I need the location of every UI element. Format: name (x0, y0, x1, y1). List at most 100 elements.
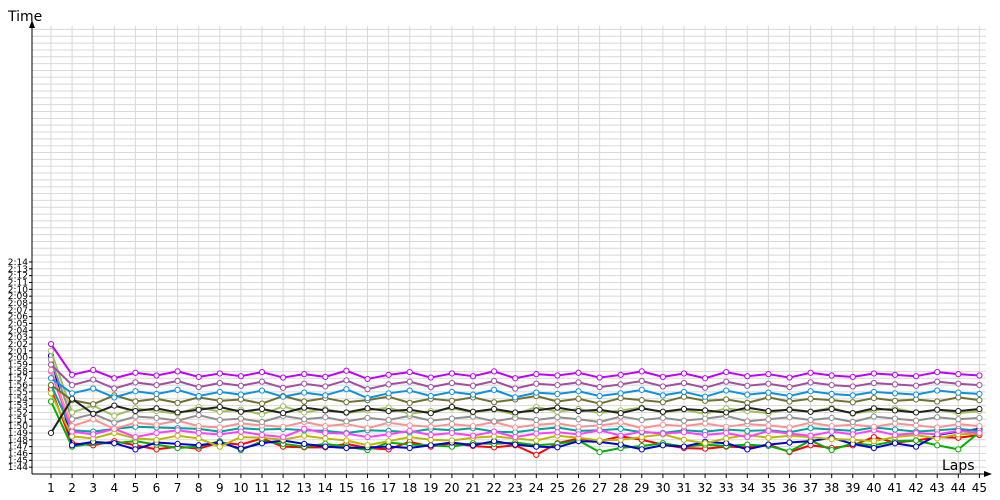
data-point (849, 373, 856, 380)
data-point (807, 388, 814, 395)
data-point (174, 368, 181, 375)
data-point (385, 390, 392, 397)
data-point (870, 394, 878, 402)
x-tick-label: 20 (444, 481, 459, 495)
data-point (69, 381, 76, 389)
data-point (891, 390, 899, 397)
data-point (258, 411, 266, 418)
data-point (237, 391, 244, 398)
data-point (237, 382, 244, 389)
data-point (702, 384, 709, 391)
data-point (744, 446, 751, 453)
data-point (90, 416, 97, 423)
data-point (702, 375, 709, 382)
y-axis-title: Time (7, 9, 42, 25)
x-tick-label: 13 (297, 481, 312, 495)
data-point (280, 423, 287, 430)
data-point (638, 377, 645, 385)
data-point (533, 416, 540, 424)
data-point (659, 392, 667, 399)
x-tick-label: 5 (132, 481, 140, 495)
data-point (153, 421, 160, 428)
x-tick-label: 30 (655, 481, 670, 495)
x-tick-label: 9 (216, 481, 224, 495)
data-point (680, 405, 688, 413)
data-point (90, 431, 97, 438)
data-point (364, 414, 371, 422)
data-point (280, 433, 287, 441)
y-tick-label: 2:12 (8, 272, 28, 282)
data-point (132, 379, 139, 386)
data-point (891, 407, 899, 414)
data-point (807, 416, 814, 424)
data-point (828, 381, 835, 389)
data-point (448, 420, 455, 428)
data-point (385, 407, 392, 415)
data-point (807, 369, 814, 376)
data-point (828, 372, 835, 379)
data-point (237, 433, 244, 441)
data-point (723, 368, 730, 376)
data-point (90, 376, 97, 383)
data-point (469, 408, 477, 415)
data-point (216, 416, 223, 424)
data-point (976, 423, 983, 430)
data-point (195, 406, 202, 413)
data-point (343, 367, 350, 374)
data-point (554, 444, 561, 451)
data-point (976, 390, 983, 398)
data-point (406, 422, 413, 429)
x-tick-label: 27 (592, 481, 607, 495)
data-point (322, 414, 329, 421)
x-tick-label: 18 (402, 481, 417, 495)
data-point (723, 396, 730, 403)
data-point (301, 440, 308, 448)
data-point (934, 406, 941, 413)
data-point (258, 400, 266, 407)
x-tick-label: 15 (339, 481, 354, 495)
data-point (427, 423, 434, 430)
data-point (343, 444, 350, 452)
data-point (195, 442, 202, 449)
data-point (849, 410, 856, 417)
data-point (237, 408, 244, 415)
data-point (427, 374, 434, 381)
data-point (934, 431, 941, 438)
data-point (659, 399, 667, 406)
data-point (723, 387, 730, 394)
data-point (702, 440, 709, 447)
data-point (891, 431, 899, 439)
data-point (702, 407, 709, 414)
data-point (828, 390, 835, 398)
data-point (807, 432, 814, 439)
y-tick-label: 2:13 (8, 265, 28, 275)
y-tick-label: 1:51 (8, 415, 28, 425)
data-point (786, 374, 793, 381)
data-point (617, 410, 624, 417)
data-point (554, 398, 561, 405)
data-point (575, 416, 582, 423)
data-point (596, 449, 603, 456)
data-point (596, 437, 603, 444)
x-tick-label: 42 (908, 481, 923, 495)
data-point (406, 444, 413, 452)
data-point (47, 361, 55, 368)
data-point (617, 425, 624, 432)
data-point (891, 426, 899, 433)
y-axis-arrow-icon (29, 20, 35, 28)
data-point (828, 414, 835, 422)
data-point (195, 435, 202, 442)
data-point (195, 384, 202, 391)
data-point (849, 399, 856, 406)
data-point (955, 416, 962, 423)
data-point (955, 380, 962, 387)
data-point (617, 432, 624, 439)
data-point (828, 436, 835, 443)
y-tick-label: 2:00 (8, 354, 28, 364)
data-point (237, 373, 244, 380)
data-point (406, 406, 413, 413)
data-point (617, 390, 624, 397)
data-point (638, 368, 645, 375)
data-point (385, 443, 392, 450)
data-point (195, 392, 202, 400)
